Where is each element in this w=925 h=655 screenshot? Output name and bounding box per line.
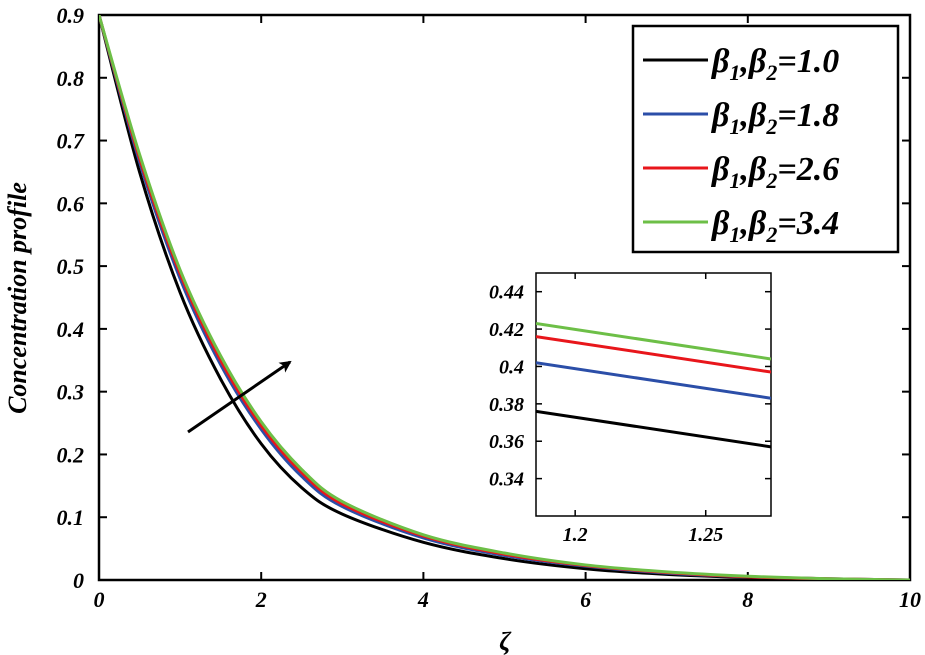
inset-y-tick-label: 0.34 [489,469,524,491]
legend-beta2: β [747,205,767,242]
legend-value: =1.0 [777,43,839,80]
y-tick-label: 0.6 [57,191,85,216]
y-tick-label: 0.5 [57,254,85,279]
y-tick-label: 0.8 [57,66,85,91]
legend-beta2: β [747,151,767,188]
legend-sub2: 2 [765,114,777,139]
inset-series-line-1 [536,409,771,449]
legend-sub2: 2 [765,60,777,85]
legend-sep: , [739,151,749,188]
x-axis-label: ζ [499,627,512,655]
legend-label-1: β1,β2=1.0 [710,43,839,85]
trend-arrow [187,360,292,434]
legend-sep: , [739,43,749,80]
inset-x-tick-label: 1.25 [688,524,723,546]
x-tick-label: 10 [899,587,921,612]
y-tick-label: 0.3 [57,380,85,405]
legend-beta1: β [710,151,730,188]
legend-box [631,24,900,254]
inset-x-tick-label: 1.2 [563,524,588,546]
series-line-4 [99,15,910,580]
legend-sub1: 1 [729,114,740,139]
x-tick-label: 6 [580,587,591,612]
legend: β1,β2=1.0β1,β2=1.8β1,β2=2.6β1,β2=3.4 [631,24,900,254]
inset-y-tick-label: 0.36 [489,431,524,453]
legend-sub1: 1 [729,60,740,85]
y-tick-label: 0.1 [57,505,85,530]
legend-label-3: β1,β2=2.6 [710,151,839,193]
legend-sub1: 1 [729,168,740,193]
y-tick-label: 0.7 [57,129,86,154]
y-tick-label: 0.2 [57,442,85,467]
legend-sub2: 2 [765,222,777,247]
x-tick-label: 2 [255,587,267,612]
y-tick-label: 0.4 [57,317,85,342]
legend-sub2: 2 [765,168,777,193]
legend-sep: , [739,97,749,134]
legend-value: =3.4 [777,205,839,242]
y-tick-label: 0 [73,568,84,593]
legend-beta1: β [710,97,730,134]
y-axis-label: Concentration profile [3,182,32,414]
legend-beta2: β [747,43,767,80]
x-tick-label: 8 [742,587,753,612]
y-tick-label: 0.9 [57,3,85,28]
inset-y-tick-label: 0.44 [489,282,524,304]
inset-y-tick-label: 0.38 [489,394,524,416]
legend-value: =1.8 [777,97,839,134]
legend-beta1: β [710,43,730,80]
inset-y-tick-label: 0.42 [489,319,524,341]
legend-sub1: 1 [729,222,740,247]
x-tick-label: 0 [94,587,105,612]
inset-series-line-2 [536,361,771,400]
legend-value: =2.6 [777,151,839,188]
x-tick-label: 4 [417,587,429,612]
legend-beta2: β [747,97,767,134]
inset-y-tick-label: 0.4 [499,356,524,378]
legend-label-4: β1,β2=3.4 [710,205,839,247]
legend-beta1: β [710,205,730,242]
inset-series-line-3 [536,335,771,374]
inset-series-line-4 [536,321,771,361]
inset-plot-area [535,272,772,517]
legend-sep: , [739,205,749,242]
legend-label-2: β1,β2=1.8 [710,97,839,139]
